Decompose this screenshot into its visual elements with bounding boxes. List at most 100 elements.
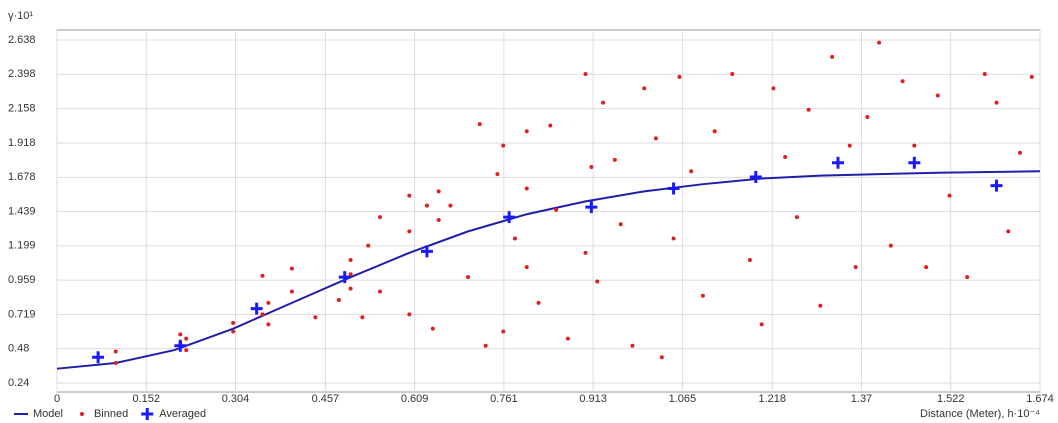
binned-point (677, 74, 682, 79)
binned-point (436, 189, 441, 194)
y-tick-label: 1.439 (8, 205, 36, 217)
binned-point (178, 332, 183, 337)
binned-point (501, 143, 506, 148)
binned-point (289, 266, 294, 271)
binned-point (113, 349, 118, 354)
y-tick-label: 2.398 (8, 68, 36, 80)
binned-point (612, 157, 617, 162)
x-axis-label: Distance (Meter), h·10⁻⁴ (920, 408, 1040, 420)
y-tick-label: 2.158 (8, 103, 36, 115)
binned-point (583, 250, 588, 255)
binned-point (524, 129, 529, 134)
x-tick-label: 0 (54, 393, 60, 405)
binned-point (407, 229, 412, 234)
binned-point (430, 326, 435, 331)
binned-point (595, 279, 600, 284)
binned-point (601, 100, 606, 105)
binned-point (377, 215, 382, 220)
legend-label: Model (33, 408, 63, 420)
y-tick-label: 2.638 (8, 34, 36, 46)
binned-point (806, 107, 811, 112)
model-line (56, 170, 1041, 370)
binned-point (1018, 150, 1023, 155)
x-tick-label: 1.37 (851, 393, 872, 405)
x-tick-label: 1.218 (758, 393, 786, 405)
averaged-point (831, 156, 844, 169)
binned-point (231, 320, 236, 325)
binned-point (671, 236, 676, 241)
binned-point (659, 355, 664, 360)
binned-point (888, 243, 893, 248)
binned-point (642, 86, 647, 91)
binned-point (847, 143, 852, 148)
x-tick-label: 1.522 (937, 393, 965, 405)
binned-point (554, 207, 559, 212)
binned-point (730, 72, 735, 77)
binned-point (513, 236, 518, 241)
binned-point (794, 215, 799, 220)
binned-point (260, 312, 265, 317)
y-tick-label: 1.678 (8, 171, 36, 183)
binned-point (348, 272, 353, 277)
binned-point (589, 165, 594, 170)
binned-point (448, 203, 453, 208)
binned-point (712, 129, 717, 134)
binned-point (583, 72, 588, 77)
binned-point (407, 193, 412, 198)
x-tick-label: 1.065 (669, 393, 697, 405)
binned-point (947, 193, 952, 198)
binned-point (783, 155, 788, 160)
binned-point (501, 329, 506, 334)
x-tick-label: 0.761 (490, 393, 518, 405)
y-tick-label: 1.199 (8, 240, 36, 252)
x-tick-label: 0.913 (579, 393, 607, 405)
binned-point (336, 298, 341, 303)
y-tick-label: 0.719 (8, 308, 36, 320)
binned-point (865, 114, 870, 119)
binned-point (630, 343, 635, 348)
binned-point (113, 360, 118, 365)
binned-point (184, 336, 189, 341)
binned-point (830, 54, 835, 59)
binned-point (653, 136, 658, 141)
averaged-point (749, 171, 762, 184)
binned-point (747, 257, 752, 262)
averaged-point (503, 211, 516, 224)
averaged-point (908, 156, 921, 169)
legend-label: Averaged (159, 408, 206, 420)
binned-point (853, 265, 858, 270)
y-tick-label: 1.918 (8, 137, 36, 149)
binned-point (982, 72, 987, 77)
averaged-point (420, 245, 433, 258)
binned-point (994, 100, 999, 105)
binned-point (1006, 229, 1011, 234)
binned-point (483, 343, 488, 348)
binned-point (536, 300, 541, 305)
x-tick-label: 0.609 (401, 393, 429, 405)
binned-point (436, 217, 441, 222)
averaged-point (585, 201, 598, 214)
averaged-point (338, 271, 351, 284)
binned-point (313, 315, 318, 320)
binned-point (877, 40, 882, 45)
legend-swatch (141, 408, 154, 420)
binned-point (524, 186, 529, 191)
binned-point (366, 243, 371, 248)
binned-point (231, 329, 236, 334)
binned-point (377, 289, 382, 294)
x-tick-label: 0.304 (222, 393, 250, 405)
binned-point (689, 169, 694, 174)
binned-point (912, 143, 917, 148)
binned-point (565, 336, 570, 341)
averaged-point (92, 351, 105, 364)
binned-point (548, 123, 553, 128)
y-tick-label: 0.959 (8, 274, 36, 286)
binned-point (360, 315, 365, 320)
binned-point (424, 203, 429, 208)
x-tick-label: 0.457 (312, 393, 340, 405)
y-tick-label: 0.24 (8, 377, 29, 389)
y-tick-label: 0.48 (8, 343, 29, 355)
binned-point (759, 322, 764, 327)
binned-point (618, 222, 623, 227)
